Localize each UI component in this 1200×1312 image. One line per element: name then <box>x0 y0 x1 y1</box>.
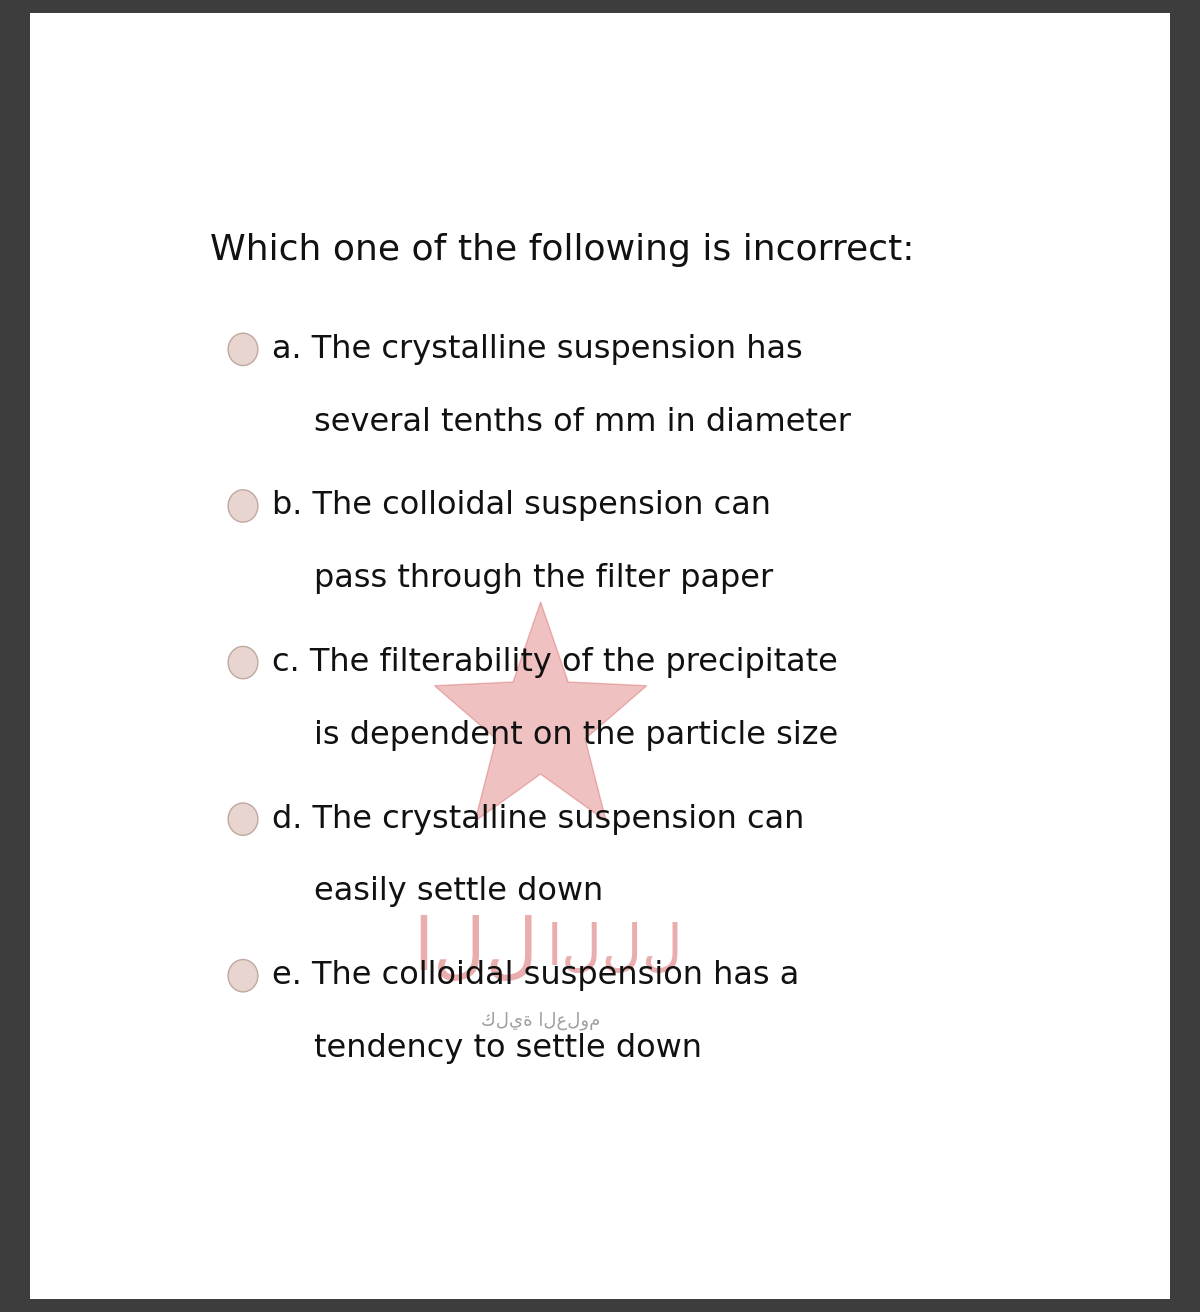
Text: e. The colloidal suspension has a: e. The colloidal suspension has a <box>272 960 799 992</box>
Circle shape <box>228 647 258 678</box>
Text: الل: الل <box>413 916 538 985</box>
Text: c. The filterability of the precipitate: c. The filterability of the precipitate <box>272 647 838 678</box>
Text: اللل: اللل <box>547 924 683 977</box>
Text: d. The crystalline suspension can: d. The crystalline suspension can <box>272 804 804 834</box>
Text: easily settle down: easily settle down <box>313 876 602 908</box>
Text: b. The colloidal suspension can: b. The colloidal suspension can <box>272 491 770 521</box>
Text: tendency to settle down: tendency to settle down <box>313 1033 702 1064</box>
Text: is dependent on the particle size: is dependent on the particle size <box>313 720 838 750</box>
Circle shape <box>228 489 258 522</box>
Polygon shape <box>434 602 647 821</box>
Text: a. The crystalline suspension has: a. The crystalline suspension has <box>272 333 803 365</box>
Circle shape <box>228 333 258 366</box>
Text: several tenths of mm in diameter: several tenths of mm in diameter <box>313 407 851 438</box>
Text: pass through the filter paper: pass through the filter paper <box>313 563 773 594</box>
Text: كلية العلوم: كلية العلوم <box>481 1012 600 1030</box>
Circle shape <box>228 803 258 836</box>
Circle shape <box>228 959 258 992</box>
Text: Which one of the following is incorrect:: Which one of the following is incorrect: <box>210 234 914 268</box>
